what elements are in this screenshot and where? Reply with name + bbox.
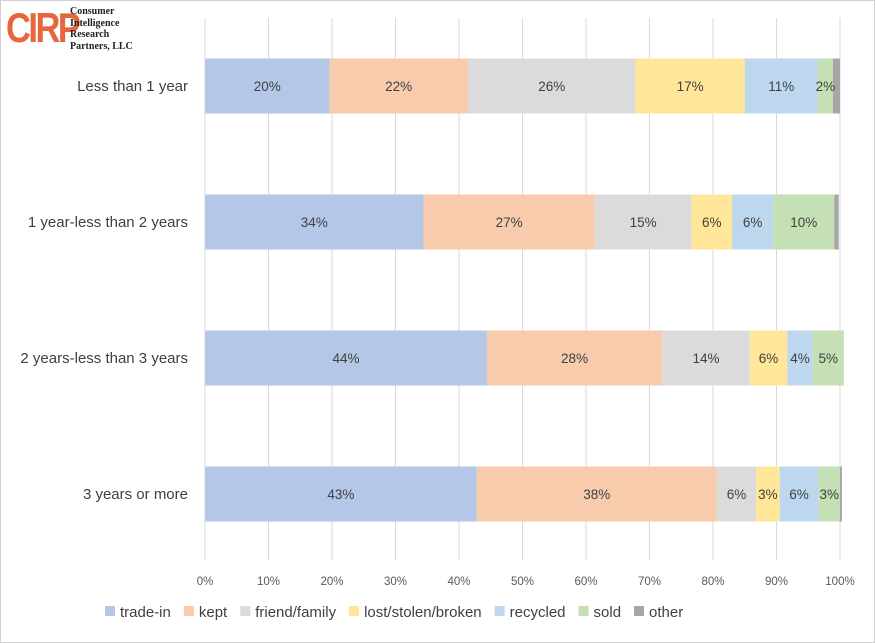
category-label: 3 years or more	[83, 486, 188, 503]
category-label: 2 years-less than 3 years	[20, 350, 188, 367]
data-label: 3%	[758, 487, 778, 502]
logo-company-name: Consumer Intelligence Research Partners,…	[70, 6, 133, 52]
bar-segment	[833, 58, 840, 114]
data-label: 3%	[819, 487, 839, 502]
bar-segment	[635, 58, 745, 114]
bar-segment	[749, 330, 788, 386]
legend-label: friend/family	[255, 604, 336, 621]
logo-mark: CIRP	[6, 4, 81, 51]
bar-segment	[744, 58, 818, 114]
bar-segment	[818, 466, 840, 522]
x-tick-label: 20%	[320, 576, 343, 588]
data-label: 44%	[332, 351, 359, 366]
bar-segment	[205, 330, 487, 386]
bar-segment	[662, 330, 750, 386]
legend-label: lost/stolen/broken	[364, 604, 482, 621]
legend-swatch	[105, 606, 115, 616]
bar-segment	[716, 466, 757, 522]
bar-segment	[732, 194, 774, 250]
bar-segment	[486, 330, 663, 386]
bar-segment	[773, 194, 835, 250]
data-label: 43%	[327, 487, 354, 502]
data-label: 5%	[818, 351, 838, 366]
legend-label: recycled	[510, 604, 566, 621]
x-tick-label: 40%	[447, 576, 470, 588]
bar-segment	[840, 466, 842, 522]
bar-segment	[205, 466, 477, 522]
data-label: 34%	[301, 215, 328, 230]
data-label: 6%	[789, 487, 809, 502]
x-tick-label: 90%	[765, 576, 788, 588]
category-label: 1 year-less than 2 years	[28, 214, 188, 231]
legend-label: sold	[594, 604, 622, 621]
legend: trade-in kept friend/family lost/stolen/bro…	[105, 604, 683, 621]
x-tick-label: 60%	[574, 576, 597, 588]
data-label: 38%	[583, 487, 610, 502]
x-tick-label: 80%	[701, 576, 724, 588]
bar-segment	[779, 466, 819, 522]
legend-label: kept	[199, 604, 228, 621]
bar-segment	[205, 194, 424, 250]
bar-segment	[476, 466, 717, 522]
bar-segment	[812, 330, 844, 386]
x-tick-label: 0%	[197, 576, 214, 588]
category-labels: Less than 1 year 1 year-less than 2 years…	[20, 78, 188, 503]
bar-segment	[834, 194, 839, 250]
x-axis-tick-labels: 0% 10% 20% 30% 40% 50% 60% 70% 80% 90% 100%	[197, 576, 855, 588]
bar-segment	[691, 194, 733, 250]
bar-segment	[787, 330, 813, 386]
bar-segment	[594, 194, 692, 250]
x-tick-label: 70%	[638, 576, 661, 588]
data-label: 6%	[743, 215, 763, 230]
data-labels: 20% 22% 26% 17% 11% 2% 34% 27% 15% 6% 6% 10% 44% 28% 1…	[254, 79, 839, 502]
x-tick-label: 10%	[257, 576, 280, 588]
category-label: Less than 1 year	[77, 78, 188, 95]
data-label: 4%	[790, 351, 810, 366]
legend-swatch	[240, 606, 251, 616]
bar-segment	[817, 58, 834, 114]
legend-swatch	[183, 606, 194, 616]
data-label: 2%	[816, 79, 836, 94]
data-label: 22%	[385, 79, 412, 94]
x-tick-label: 50%	[511, 576, 534, 588]
bars	[205, 58, 844, 522]
data-label: 6%	[727, 487, 747, 502]
bar-segment	[329, 58, 468, 114]
data-label: 20%	[254, 79, 281, 94]
data-label: 6%	[702, 215, 722, 230]
data-label: 6%	[759, 351, 779, 366]
bar-segment	[205, 58, 330, 114]
bar-segment	[423, 194, 595, 250]
data-label: 14%	[692, 351, 719, 366]
data-label: 26%	[538, 79, 565, 94]
legend-swatch	[349, 606, 360, 616]
x-tick-label: 30%	[384, 576, 407, 588]
data-label: 17%	[677, 79, 704, 94]
data-label: 11%	[768, 79, 794, 94]
legend-label: other	[649, 604, 683, 621]
legend-label: trade-in	[120, 604, 171, 621]
legend-swatch	[578, 606, 589, 616]
cirp-logo: CIRP Consumer Intelligence Research Part…	[6, 5, 146, 55]
legend-swatch	[634, 606, 645, 616]
x-tick-label: 100%	[825, 576, 854, 588]
data-label: 10%	[790, 215, 817, 230]
bar-segment	[467, 58, 636, 114]
data-label: 28%	[561, 351, 588, 366]
data-label: 15%	[630, 215, 657, 230]
data-label: 27%	[496, 215, 523, 230]
legend-swatch	[494, 606, 505, 616]
bar-segment	[756, 466, 780, 522]
